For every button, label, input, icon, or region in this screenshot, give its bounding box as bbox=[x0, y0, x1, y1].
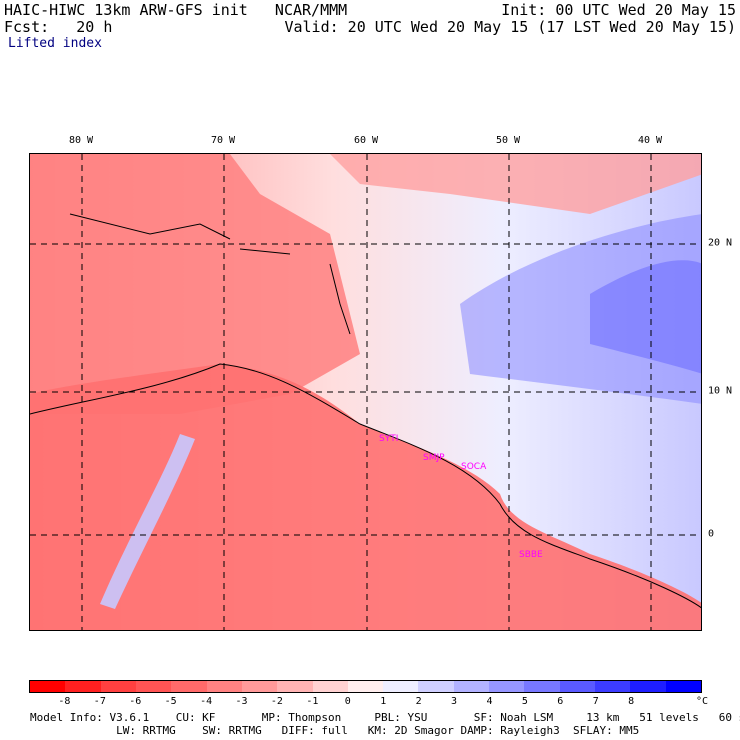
colorbar-tick-label: 0 bbox=[344, 696, 351, 707]
colorbar-segment bbox=[383, 681, 419, 692]
colorbar-tick-label: 5 bbox=[521, 696, 528, 707]
colorbar-segment bbox=[171, 681, 207, 692]
lat-label-10n: 10 N bbox=[708, 385, 733, 397]
field-name: Lifted index bbox=[8, 36, 102, 51]
valid-time: Valid: 20 UTC Wed 20 May 15 (17 LST Wed … bbox=[284, 18, 736, 36]
lifted-index-map: SYTI SMJP SOCA SBBE bbox=[29, 153, 702, 631]
colorbar-tick-label: 7 bbox=[592, 696, 599, 707]
colorbar-tick-label: 3 bbox=[451, 696, 458, 707]
colorbar-tick-label: 2 bbox=[415, 696, 422, 707]
coastline bbox=[30, 363, 701, 609]
colorbar-segment bbox=[453, 681, 490, 692]
colorbar-tick-label: 4 bbox=[486, 696, 493, 707]
colorbar-segment bbox=[418, 681, 454, 692]
lat-label-0: 0 bbox=[708, 528, 715, 540]
lon-label-50w: 50 W bbox=[495, 135, 521, 146]
colorbar-tick-label: -8 bbox=[58, 696, 71, 707]
colorbar-segment bbox=[135, 681, 172, 692]
atlantic-core bbox=[590, 260, 701, 374]
colorbar-tick-label: -2 bbox=[270, 696, 283, 707]
south-america-land bbox=[30, 364, 701, 630]
colorbar-segment bbox=[630, 681, 666, 692]
colorbar-tick-label: -1 bbox=[306, 696, 319, 707]
colorbar-tick-label: 6 bbox=[557, 696, 564, 707]
lat-lon-grid bbox=[30, 154, 701, 630]
colorbar-tick-label: -5 bbox=[164, 696, 177, 707]
lon-label-80w: 80 W bbox=[68, 135, 94, 146]
colorbar-segment bbox=[312, 681, 348, 692]
colorbar-segment bbox=[100, 681, 136, 692]
colorbar-tick-label: 1 bbox=[380, 696, 387, 707]
caribbean-region bbox=[30, 154, 360, 414]
model-title: HAIC-HIWC 13km ARW-GFS init NCAR/MMM bbox=[4, 1, 348, 19]
colorbar-tick-label: 8 bbox=[628, 696, 635, 707]
lon-label-60w: 60 W bbox=[353, 135, 379, 146]
colorbar-tick-label: -4 bbox=[200, 696, 213, 707]
lon-label-40w: 40 W bbox=[637, 135, 663, 146]
colorbar-segment bbox=[241, 681, 278, 692]
forecast-hour: Fcst: 20 h bbox=[4, 18, 113, 36]
colorbar-segment bbox=[665, 681, 701, 692]
caribbean-islands bbox=[69, 213, 351, 335]
station-sbbe: SBBE bbox=[519, 550, 543, 560]
colorbar-tick-label: -6 bbox=[129, 696, 142, 707]
colorbar-segment bbox=[489, 681, 525, 692]
init-time: Init: 00 UTC Wed 20 May 15 bbox=[501, 1, 736, 19]
colorbar-segment bbox=[347, 681, 384, 692]
colorbar-segment bbox=[206, 681, 242, 692]
colorbar bbox=[29, 680, 702, 693]
colorbar-segment bbox=[30, 681, 66, 692]
colorbar-tick-label: -3 bbox=[235, 696, 248, 707]
station-smjp: SMJP bbox=[423, 453, 445, 463]
station-soca: SOCA bbox=[461, 462, 487, 472]
colorbar-segment bbox=[65, 681, 101, 692]
north-atlantic-warm-band bbox=[330, 154, 701, 214]
andes-stable-strip bbox=[100, 434, 195, 609]
colorbar-tick-label: -7 bbox=[93, 696, 106, 707]
colorbar-segment bbox=[559, 681, 595, 692]
station-syti: SYTI bbox=[379, 434, 398, 444]
footer-physics-info: LW: RRTMG SW: RRTMG DIFF: full KM: 2D Sm… bbox=[30, 724, 640, 737]
lat-label-20n: 20 N bbox=[708, 237, 733, 249]
lon-label-70w: 70 W bbox=[210, 135, 236, 146]
colorbar-segment bbox=[595, 681, 631, 692]
colorbar-segment bbox=[277, 681, 313, 692]
footer-model-info: Model Info: V3.6.1 CU: KF MP: Thompson P… bbox=[30, 711, 740, 724]
colorbar-unit: °C bbox=[695, 696, 709, 707]
colorbar-segment bbox=[524, 681, 560, 692]
